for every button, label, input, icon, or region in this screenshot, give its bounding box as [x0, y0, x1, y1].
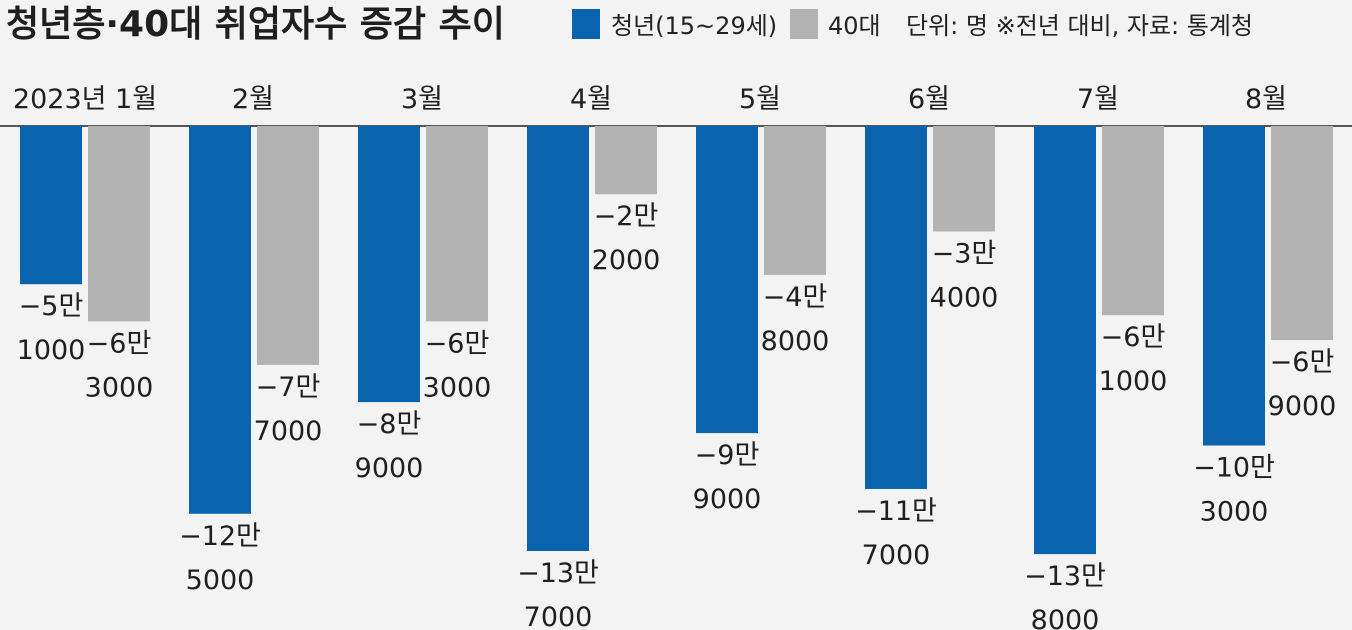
month-label: 2월: [232, 84, 274, 115]
bar-40s: [257, 126, 319, 365]
value-label-40s: −6만: [425, 328, 490, 359]
month-label: 7월: [1077, 84, 1119, 115]
month-label: 5월: [739, 84, 781, 115]
value-label-youth: −9만: [695, 440, 760, 471]
legend-label-youth: 청년(15~29세): [611, 12, 777, 40]
value-label-40s: −6만: [1270, 347, 1335, 378]
value-label-youth: 1000: [17, 335, 86, 366]
value-label-youth: 9000: [693, 484, 762, 515]
value-label-youth: 7000: [862, 540, 931, 571]
value-label-40s: −2만: [594, 201, 659, 232]
value-label-40s: 3000: [423, 372, 492, 403]
legend-swatch-youth: [572, 9, 600, 39]
bar-youth: [1203, 126, 1265, 446]
value-label-40s: −3만: [932, 238, 997, 269]
value-label-40s: 2000: [592, 245, 661, 276]
value-label-youth: −13만: [517, 558, 599, 589]
legend-swatch-40s: [790, 9, 818, 39]
value-label-youth: 3000: [1200, 497, 1269, 528]
bar-40s: [1102, 126, 1164, 316]
value-label-40s: 4000: [930, 282, 999, 313]
bar-youth: [20, 126, 82, 285]
bar-40s: [933, 126, 995, 232]
month-label: 2023년 1월: [13, 84, 157, 115]
value-label-youth: −10만: [1193, 453, 1275, 484]
legend-label-40s: 40대: [828, 12, 881, 40]
month-label: 8월: [1245, 84, 1287, 115]
value-label-youth: −11만: [855, 496, 937, 527]
value-label-40s: 3000: [85, 372, 154, 403]
value-label-youth: 8000: [1031, 605, 1100, 630]
bar-youth: [358, 126, 420, 403]
legend: 청년(15~29세) 40대 단위: 명 ※전년 대비, 자료: 통계청: [572, 9, 1253, 40]
month-label: 6월: [908, 84, 950, 115]
value-label-40s: −6만: [1101, 322, 1166, 353]
value-label-40s: −4만: [763, 282, 828, 313]
labels-group: 2023년 1월 2월 3월 4월 5월 6월 7월 8월 −5만 1000 −12만 5000 −8만…: [13, 84, 1336, 630]
bar-youth: [1034, 126, 1096, 555]
value-label-40s: −6만: [87, 328, 152, 359]
value-label-40s: 7000: [254, 416, 323, 447]
bar-youth: [527, 126, 589, 551]
month-label: 3월: [401, 84, 443, 115]
bar-40s: [1271, 126, 1333, 341]
chart-title: 청년층·40대 취업자수 증감 추이: [6, 4, 505, 45]
bars-group: [20, 126, 1333, 555]
value-label-40s: 9000: [1268, 391, 1337, 422]
value-label-40s: 8000: [761, 326, 830, 357]
unit-source-note: 단위: 명 ※전년 대비, 자료: 통계청: [906, 12, 1253, 40]
value-label-youth: 5000: [186, 565, 255, 596]
month-label: 4월: [570, 84, 612, 115]
value-label-40s: −7만: [256, 372, 321, 403]
value-label-youth: −12만: [179, 521, 261, 552]
bar-youth: [865, 126, 927, 489]
value-label-youth: −13만: [1024, 561, 1106, 592]
bar-40s: [426, 126, 488, 322]
value-label-youth: 7000: [524, 602, 593, 630]
bar-40s: [595, 126, 657, 195]
value-label-40s: 1000: [1099, 366, 1168, 397]
value-label-youth: −8만: [357, 409, 422, 440]
bar-40s: [764, 126, 826, 275]
bar-youth: [189, 126, 251, 514]
value-label-youth: 9000: [355, 453, 424, 484]
value-label-youth: −5만: [19, 291, 84, 322]
bar-youth: [696, 126, 758, 434]
bar-40s: [88, 126, 150, 322]
